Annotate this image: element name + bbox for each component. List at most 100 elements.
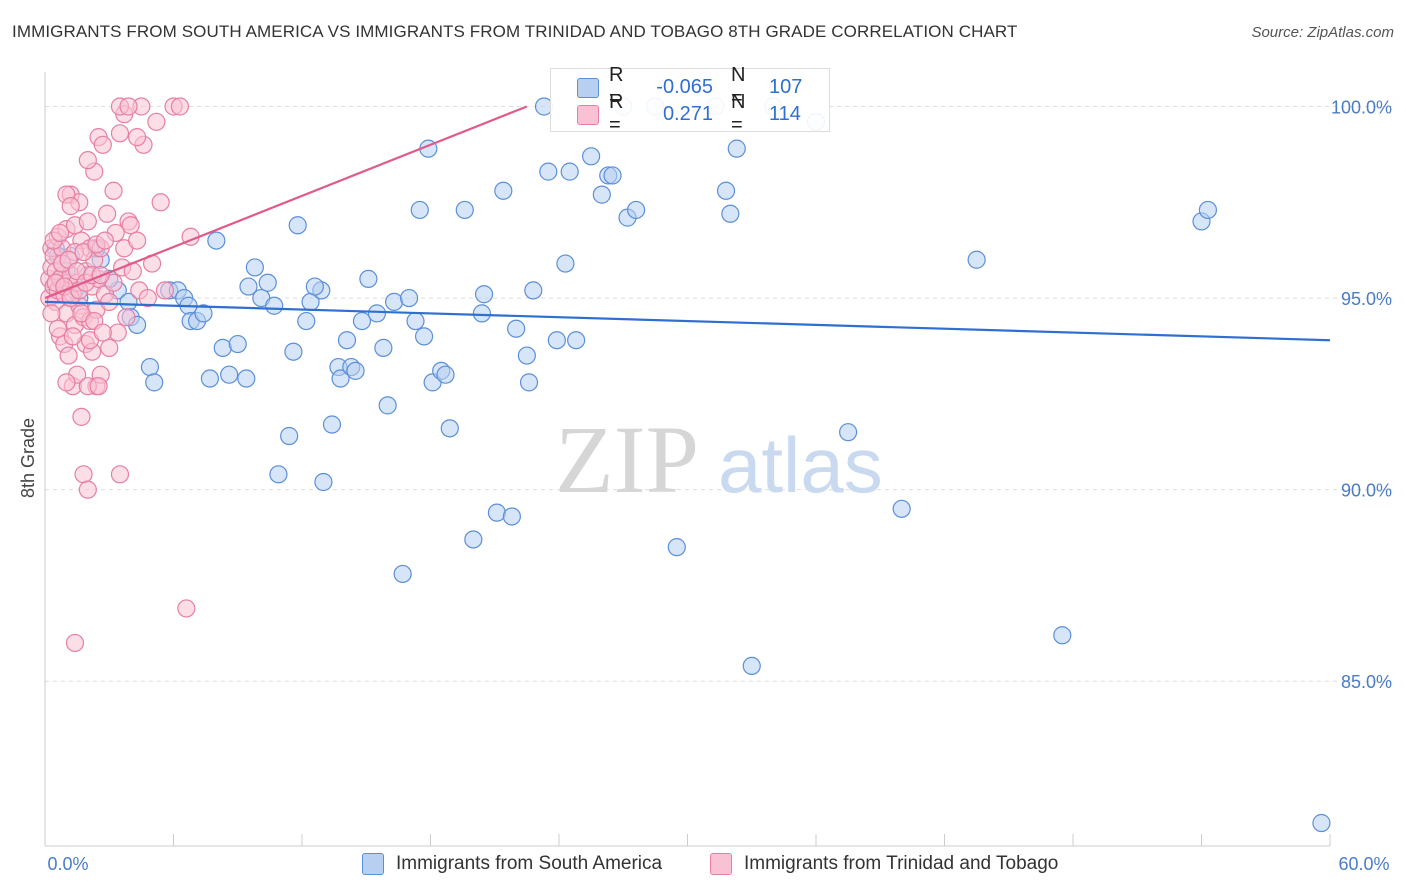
data-point [78, 480, 97, 499]
data-point [626, 200, 646, 220]
data-point [592, 185, 611, 204]
trend-lines [44, 105, 1331, 342]
data-point [117, 308, 136, 327]
data-point [560, 162, 579, 181]
data-point [305, 277, 324, 296]
data-point [104, 181, 123, 200]
data-point [228, 334, 247, 354]
data-point [127, 128, 147, 147]
data-point [721, 204, 740, 223]
y-tick-labels: 85.0% 90.0% 95.0% 100.0% [1331, 97, 1392, 692]
data-point [121, 216, 140, 235]
data-point [440, 419, 459, 438]
legend-item-south-america: Immigrants from South America [362, 853, 662, 875]
legend-swatch-pink [710, 853, 732, 875]
data-point [567, 331, 586, 350]
data-point [374, 338, 393, 357]
data-point [42, 304, 61, 323]
data-point [519, 373, 539, 392]
data-point [539, 162, 558, 181]
data-point [314, 472, 333, 492]
data-point [57, 373, 76, 392]
data-point [170, 97, 190, 116]
data-point [155, 281, 175, 300]
data-point [237, 369, 256, 388]
data-point [667, 538, 686, 557]
data-point [119, 97, 138, 116]
data-point [297, 311, 316, 331]
series-legend: Immigrants from South America Immigrants… [0, 850, 1406, 880]
data-point [384, 292, 404, 312]
data-point [48, 319, 67, 338]
n-value: 107 [769, 75, 803, 98]
data-point [414, 327, 434, 346]
data-point [331, 369, 350, 388]
data-point [177, 599, 196, 618]
data-point [61, 197, 80, 216]
data-point [89, 377, 108, 396]
data-point [502, 507, 521, 526]
watermark-atlas: atlas [718, 421, 883, 509]
data-point [145, 373, 164, 392]
y-tick-label: 95.0% [1341, 289, 1392, 309]
data-point [284, 342, 303, 361]
data-point [839, 423, 858, 442]
data-point [110, 465, 130, 484]
data-point [269, 465, 288, 484]
series-trinidad-tobago [40, 97, 200, 653]
legend-swatch-pink [577, 105, 599, 125]
y-tick-label: 100.0% [1331, 97, 1392, 117]
data-point [127, 231, 147, 250]
data-point [288, 216, 307, 235]
x-ticks [44, 834, 1331, 846]
data-point [78, 212, 97, 231]
data-point [280, 426, 299, 446]
chart-title: IMMIGRANTS FROM SOUTH AMERICA VS IMMIGRA… [12, 22, 1018, 41]
data-point [378, 396, 397, 415]
data-point [50, 223, 70, 243]
data-point [727, 139, 746, 158]
data-point [100, 292, 119, 312]
data-point [892, 499, 911, 518]
watermark-zip: ZIP [555, 406, 699, 513]
data-point [258, 273, 277, 292]
trend-line-south-america [44, 300, 1331, 342]
data-point [1053, 626, 1072, 645]
data-point [93, 323, 112, 342]
data-point [220, 365, 239, 384]
r-value: 0.271 [662, 102, 713, 125]
data-point [239, 277, 258, 296]
data-point [337, 331, 357, 350]
data-point [487, 503, 506, 522]
data-point [78, 151, 97, 170]
data-point [194, 304, 213, 323]
data-point [547, 331, 566, 350]
data-point [556, 254, 575, 273]
data-point [474, 285, 494, 304]
data-point [140, 357, 160, 377]
legend-label: Immigrants from Trinidad and Tobago [744, 853, 1059, 874]
data-point [138, 288, 157, 308]
y-tick-label: 85.0% [1341, 672, 1392, 692]
data-point [742, 656, 761, 676]
n-value: 114 [769, 102, 801, 125]
data-point [98, 204, 117, 223]
legend-swatch-blue [577, 78, 599, 98]
data-point [147, 112, 166, 131]
data-point [582, 147, 601, 166]
data-point [74, 465, 93, 484]
trend-line-trinidad-tobago [44, 105, 528, 300]
data-point [472, 304, 491, 323]
r-label: R = [609, 91, 624, 136]
series-south-america [44, 97, 1331, 833]
x-tick-label-max: 60.0% [1338, 854, 1389, 874]
correlation-legend: R = -0.065 N = 107 R = 0.271 N = 114 [550, 64, 830, 136]
data-point [207, 231, 226, 250]
data-point [63, 327, 82, 346]
data-point [1312, 813, 1331, 833]
data-point [399, 288, 419, 308]
y-axis-label: 8th Grade [18, 418, 38, 498]
y-tick-label: 90.0% [1341, 481, 1392, 501]
watermark: ZIP atlas [555, 406, 883, 513]
